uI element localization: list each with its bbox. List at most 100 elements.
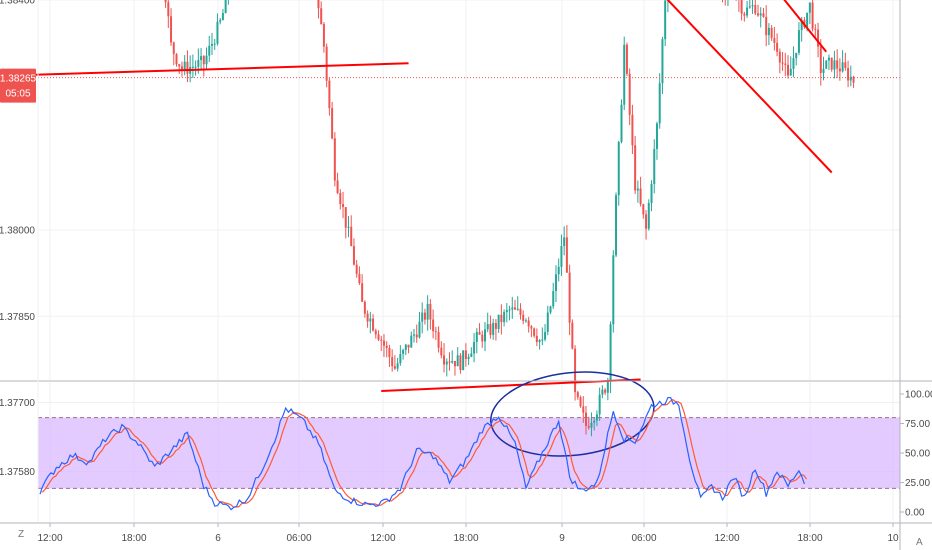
candle — [808, 2, 811, 24]
candle — [773, 26, 776, 51]
candle-body — [593, 420, 596, 423]
candle-body — [404, 344, 407, 350]
candle-body — [481, 334, 484, 342]
candle-body — [342, 204, 345, 208]
candle — [481, 330, 484, 348]
candle — [511, 296, 514, 319]
candle-body — [423, 312, 426, 320]
candle-body — [205, 55, 208, 65]
candle — [407, 344, 410, 354]
candle — [833, 50, 836, 79]
candle — [658, 73, 661, 129]
candle — [333, 132, 336, 187]
candle-body — [778, 51, 781, 63]
candle-body — [415, 334, 418, 338]
candle — [483, 321, 486, 352]
osc-tick-label: 0.00 — [905, 508, 925, 519]
candle — [486, 312, 489, 333]
candle — [210, 32, 213, 55]
candle — [781, 52, 784, 71]
candle-body — [210, 44, 213, 46]
candle — [645, 210, 648, 240]
candle — [814, 24, 817, 39]
candle — [617, 140, 620, 206]
candle — [170, 8, 173, 46]
candle-body — [574, 348, 577, 393]
candle — [372, 314, 375, 332]
candle-body — [426, 303, 429, 320]
oscillator-axis[interactable]: 100.00 75.00 50.00 25.00 0.00 — [900, 390, 932, 519]
candle-body — [751, 5, 754, 7]
candle-body — [432, 319, 435, 332]
candle — [819, 39, 822, 86]
candle-body — [393, 366, 396, 369]
candle — [565, 225, 568, 273]
candle — [322, 22, 325, 53]
candle-body — [598, 394, 601, 415]
candle — [453, 360, 456, 376]
candle-body — [767, 27, 770, 36]
candle-body — [838, 68, 841, 72]
candle — [620, 99, 623, 144]
price-axis[interactable]: 1.388001.386001.384001.380001.378501.377… — [0, 0, 35, 478]
candle — [533, 327, 536, 338]
candle — [216, 13, 219, 46]
stochastic-band — [38, 417, 900, 489]
candle-body — [317, 0, 320, 9]
candle — [538, 339, 541, 350]
candle — [350, 215, 353, 247]
candle — [554, 265, 557, 303]
candle-body — [830, 57, 833, 70]
candle-body — [541, 339, 544, 341]
candle-body — [355, 264, 358, 274]
candle-body — [565, 237, 568, 273]
trendline-0 — [34, 62, 409, 76]
candle — [191, 54, 194, 79]
candle — [382, 334, 385, 357]
candle-body — [538, 340, 541, 342]
auto-scale-label[interactable]: A — [916, 537, 923, 548]
candle-body — [533, 328, 536, 336]
candle-body — [216, 21, 219, 44]
candle — [437, 326, 440, 353]
candle — [194, 60, 197, 76]
hand-drawn-ellipse — [490, 371, 655, 457]
candle-body — [587, 425, 590, 428]
candle-body — [661, 39, 664, 84]
candle — [655, 121, 658, 160]
candle-body — [410, 335, 413, 348]
candle — [473, 333, 476, 363]
candle-body — [503, 312, 506, 323]
candle-body — [500, 314, 503, 323]
candle-body — [827, 57, 830, 61]
candle — [746, 1, 749, 18]
candle — [560, 234, 563, 276]
candle-body — [653, 149, 656, 185]
candle-body — [743, 13, 746, 16]
timezone-z-label[interactable]: Z — [18, 529, 24, 540]
candle — [213, 38, 216, 50]
candle — [492, 318, 495, 340]
candle-body — [634, 145, 637, 191]
candle — [361, 274, 364, 302]
price-tick-label: 1.38400 — [0, 0, 35, 7]
candle-body — [494, 322, 497, 329]
candle — [347, 216, 350, 238]
candle — [164, 0, 167, 8]
drawings[interactable] — [34, 0, 833, 464]
candle — [579, 395, 582, 408]
candle — [494, 319, 497, 341]
candle — [429, 299, 432, 330]
candle — [344, 207, 347, 239]
candle-body — [825, 60, 828, 69]
candle — [767, 23, 770, 46]
candle — [377, 330, 380, 342]
candle-body — [615, 195, 618, 256]
candle — [448, 352, 451, 371]
candle-body — [320, 8, 323, 25]
candle — [342, 191, 345, 219]
candle-body — [601, 389, 604, 395]
candle-body — [178, 64, 181, 67]
time-axis[interactable]: 12:00 18:00 6 06:00 12:00 18:00 9 06:00 12:00 18:… — [37, 523, 899, 544]
